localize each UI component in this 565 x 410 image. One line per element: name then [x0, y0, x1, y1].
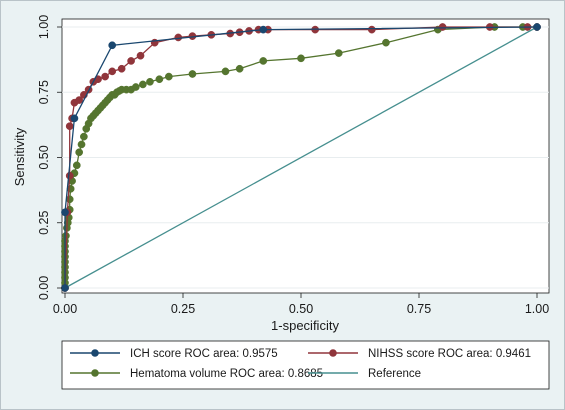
series-point-1 [75, 96, 84, 104]
series-point-0 [259, 25, 268, 34]
series-point-2 [139, 80, 147, 89]
legend-swatch-marker [91, 349, 99, 357]
x-axis-title: 1-specificity [271, 318, 339, 333]
series-point-1 [117, 64, 126, 73]
series-point-0 [61, 208, 69, 217]
y-tick-label: 0.25 [37, 211, 51, 235]
y-tick-label: 0.00 [37, 276, 51, 300]
series-point-2 [146, 77, 154, 86]
series-point-2 [235, 64, 244, 73]
x-tick-label: 0.75 [407, 302, 431, 316]
legend-label: ICH score ROC area: 0.9575 [130, 348, 278, 360]
series-point-1 [174, 33, 183, 42]
x-tick-label: 1.00 [525, 302, 549, 316]
series-point-1 [438, 23, 447, 31]
y-tick-label: 0.50 [37, 145, 51, 169]
y-axis-title: Sensitivity [12, 127, 27, 186]
legend-box [61, 340, 550, 390]
x-tick-label: 0.25 [171, 302, 195, 316]
series-line-0 [64, 26, 538, 288]
series-point-1 [65, 122, 74, 131]
legend-label: NIHSS score ROC area: 0.9461 [368, 348, 531, 360]
series-group [61, 23, 541, 292]
series-point-2 [382, 38, 390, 47]
legend-label: Hematoma volume ROC area: 0.8685 [130, 368, 323, 380]
series-point-2 [334, 49, 343, 57]
series-point-2 [77, 140, 86, 149]
series-point-2 [297, 54, 305, 63]
legend: ICH score ROC area: 0.9575 NIHSS score RO… [70, 348, 531, 380]
series-point-1 [127, 57, 135, 65]
series-point-1 [65, 171, 74, 180]
series-point-0 [61, 284, 69, 292]
series-point-0 [70, 114, 79, 123]
legend-label: Reference [368, 368, 421, 380]
series-point-0 [108, 41, 117, 50]
y-tick-label: 1.00 [37, 15, 51, 39]
series-point-2 [155, 75, 164, 84]
series-point-2 [131, 83, 140, 91]
series-point-2 [259, 57, 268, 65]
axes: 0.00 0.25 0.50 0.75 1.00 0.00 0.25 0.50 0.75 1.00 [37, 15, 549, 316]
legend-swatch-marker [91, 369, 99, 377]
reference-line-group [64, 26, 538, 289]
series-point-2 [72, 161, 81, 170]
series-line-3 [64, 26, 538, 289]
series-point-2 [75, 148, 84, 157]
series-point-2 [164, 72, 173, 81]
x-tick-label: 0.00 [53, 302, 77, 316]
series-point-2 [188, 70, 197, 78]
series-point-2 [221, 67, 230, 76]
series-point-2 [80, 132, 88, 141]
y-tick-label: 0.75 [37, 80, 51, 104]
series-point-1 [101, 72, 109, 81]
legend-swatch-marker [329, 349, 337, 357]
x-tick-label: 0.50 [289, 302, 313, 316]
series-point-1 [108, 67, 117, 76]
series-point-1 [367, 25, 376, 34]
series-point-1 [136, 51, 145, 60]
series-point-0 [533, 23, 541, 31]
